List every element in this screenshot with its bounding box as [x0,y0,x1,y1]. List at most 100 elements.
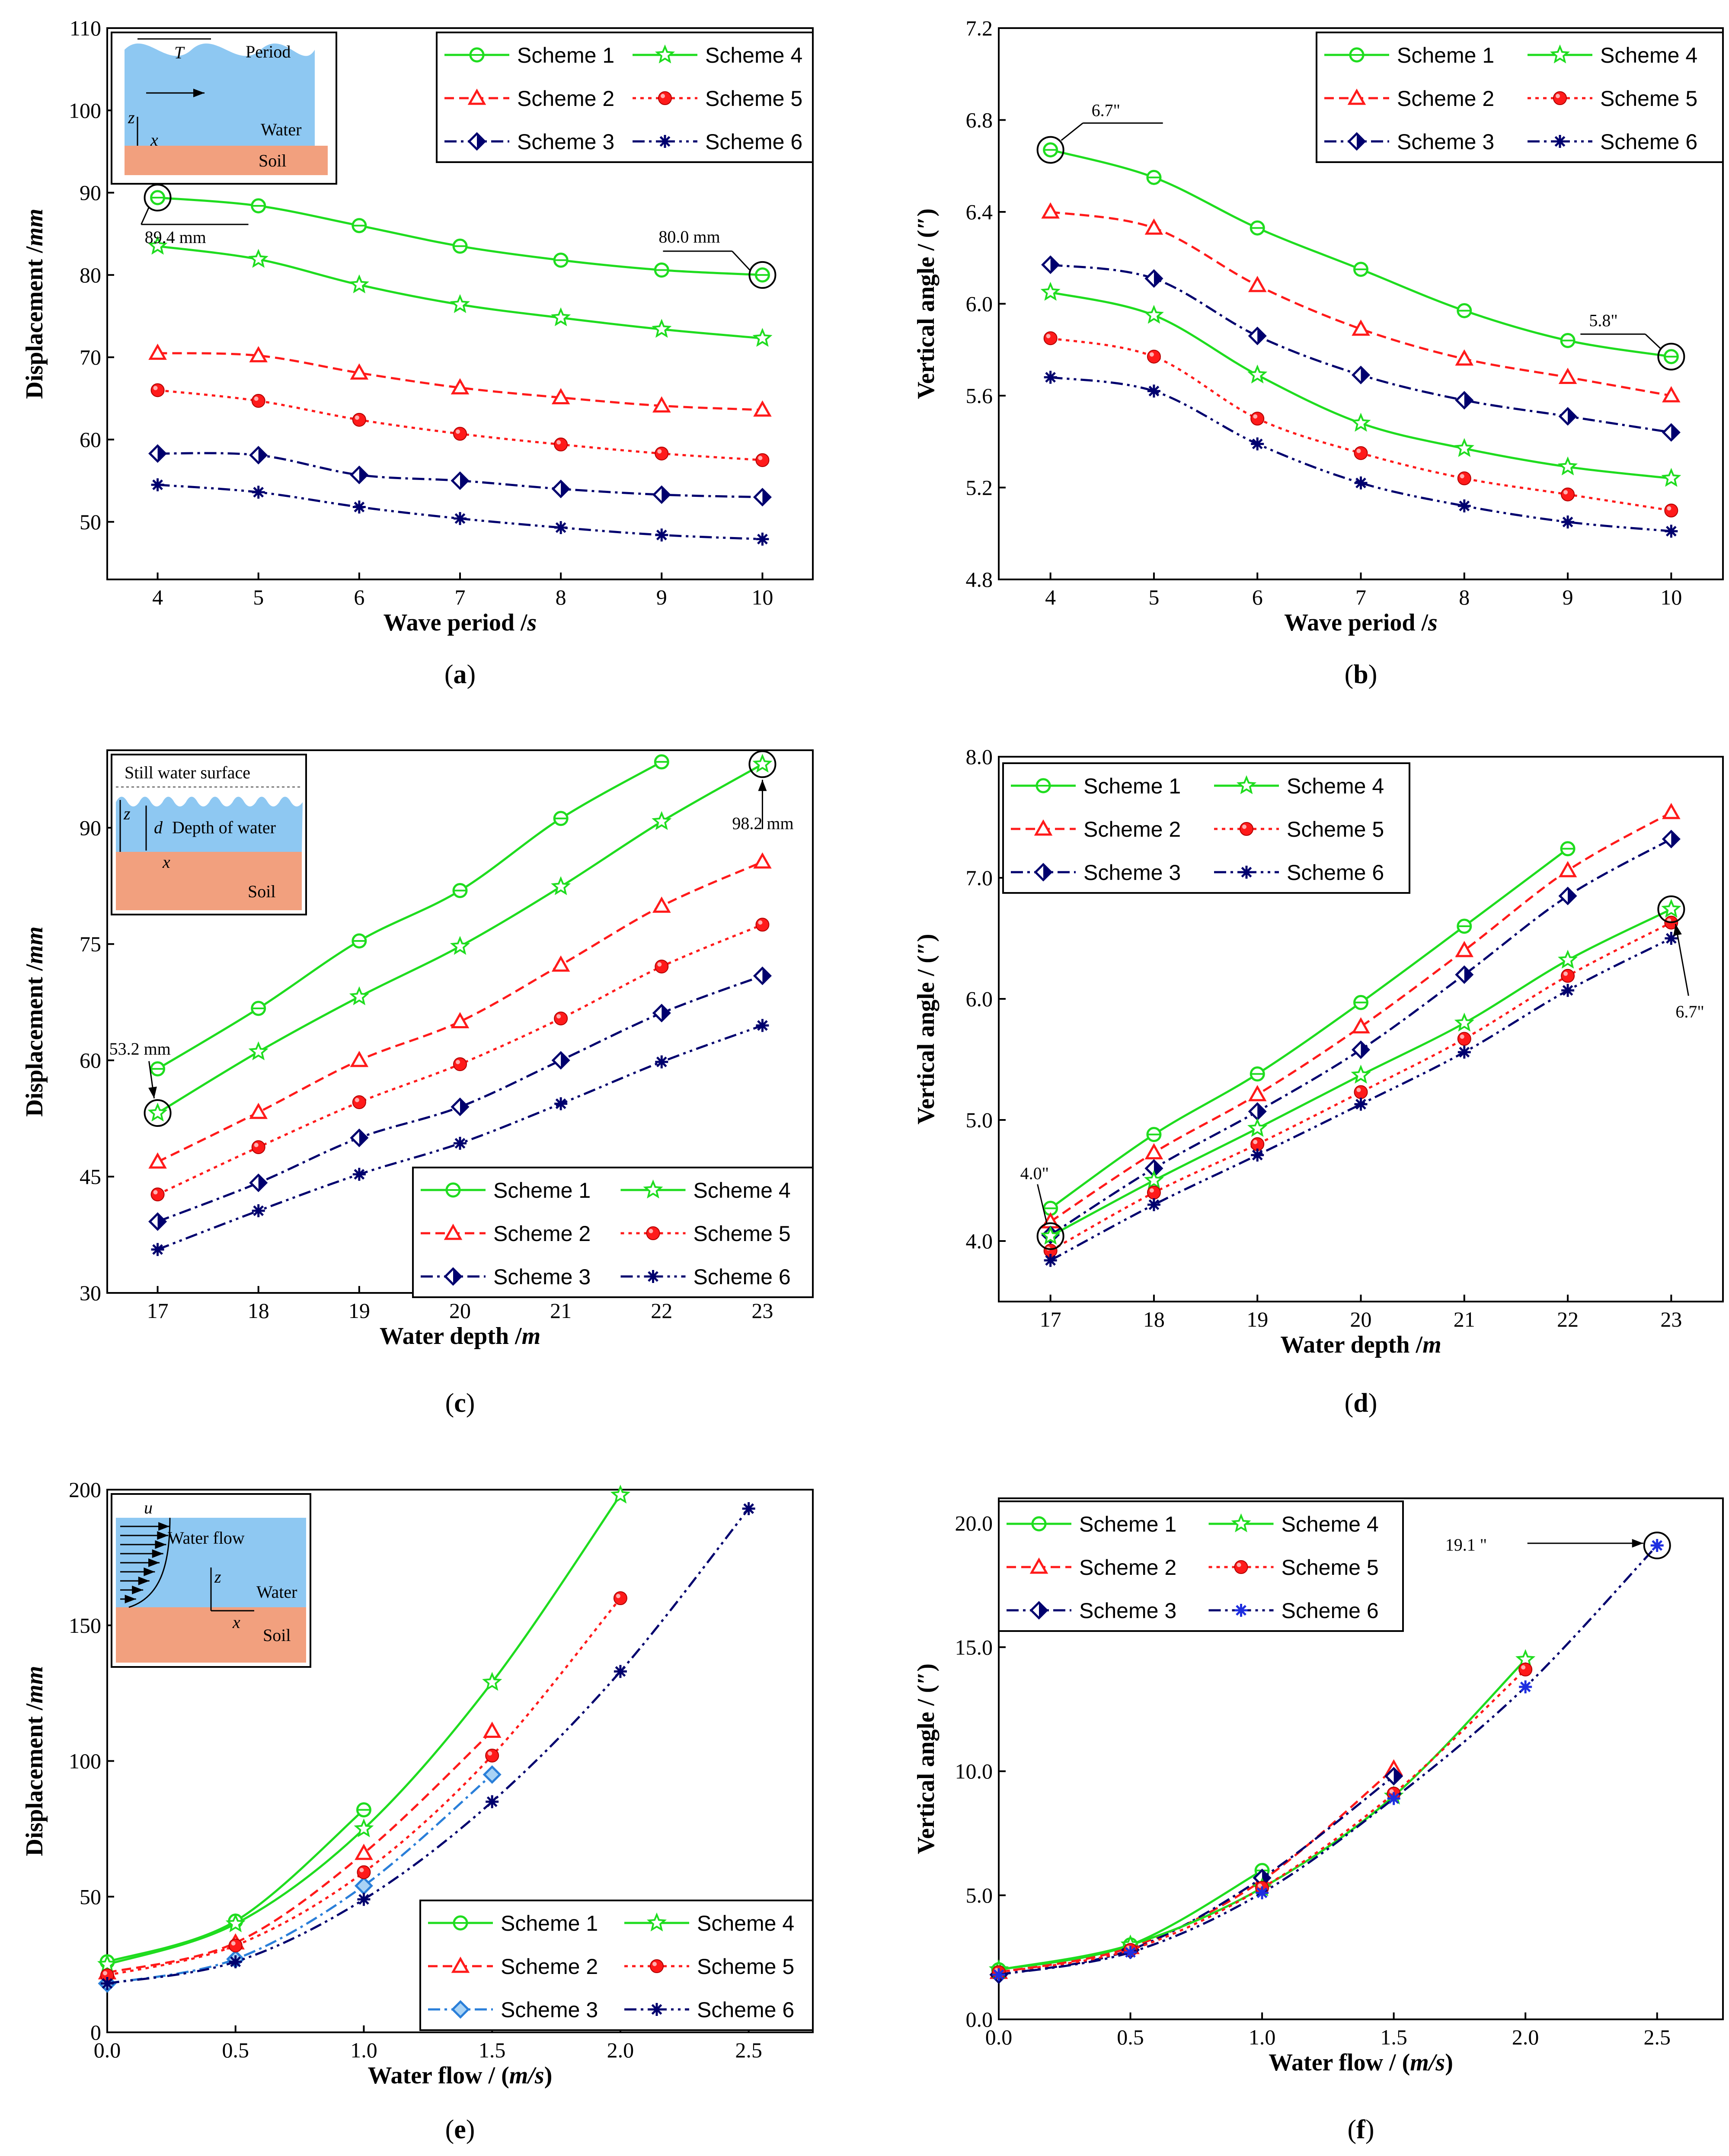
marker-ball-shine [1237,1563,1241,1567]
marker-star [1454,438,1474,457]
marker-asterisk-stroke [656,1056,667,1068]
series-4 [1040,899,1681,1245]
marker-triangle [551,955,570,972]
legend-label: Scheme 5 [1282,1555,1379,1580]
marker-star [652,319,672,338]
legend-label: Scheme 6 [1282,1599,1379,1623]
marker-triangle [444,1223,463,1240]
series-4 [988,1649,1536,1978]
y-tick-label: 110 [70,16,101,40]
series-line [107,1494,621,1966]
legend-item: Scheme 2 [1011,817,1181,841]
legend-label: Scheme 3 [1397,130,1494,154]
panel-label-letter: e [454,2115,466,2144]
marker-asterisk-stroke [648,1271,658,1282]
annotation-leader [1037,1184,1048,1225]
x-tick-label: 5 [1148,585,1159,609]
legend-label: Scheme 5 [694,1222,791,1246]
legend-label: Scheme 4 [1287,774,1384,798]
inset-text-d: d [154,818,163,837]
marker-asterisk-stroke [1520,1681,1531,1692]
series-5 [150,383,770,467]
x-axis-title: Water flow / (m/s) [368,2062,553,2089]
marker-ball-shine [616,1594,620,1598]
legend: Scheme 1 Scheme 4 Scheme 2 Scheme 5 Scheme 3… [419,1900,814,2031]
marker-triangle [551,388,570,404]
y-tick-label: 150 [69,1613,101,1638]
marker-star [349,274,369,294]
marker-diamond [483,1765,502,1784]
marker-asterisk-stroke [230,1956,241,1967]
y-tick-label: 100 [69,98,101,122]
annotation-arrowhead [138,1577,150,1585]
inset-text-water: Water [256,1582,297,1602]
series-3 [989,1767,1403,1984]
series-2 [989,1759,1403,1979]
y-axis-title-main: Vertical angle / (″) [913,208,940,399]
marker-asterisk-stroke [651,2004,662,2015]
panel-label-close: ) [1368,1388,1377,1418]
legend-item: Scheme 5 [633,86,802,111]
marker-triangle [1248,275,1267,292]
marker-ball [1664,503,1678,518]
marker-star [1351,1065,1371,1084]
legend-item: Scheme 1 [1007,1512,1176,1536]
y-axis-title-main: Displacement / [21,246,48,399]
panel-label-close: ) [466,1388,475,1418]
x-tick-label: 1.0 [1249,2025,1276,2049]
marker-star [1144,304,1164,324]
marker-ball [352,413,366,427]
x-tick-label: 19 [348,1299,370,1323]
marker-asterisk-stroke [757,1020,768,1031]
marker-star [248,1041,268,1061]
legend-item: Scheme 1 [1011,774,1181,798]
x-tick-label: 21 [1454,1307,1475,1331]
panel-label: (c) [445,1388,475,1418]
x-tick-label: 0.0 [94,2038,121,2062]
panel-e: 0.0 0.5 1.0 1.5 2.0 2.5 0 50 100 150 200 Water flow… [21,1478,814,2144]
series-line [998,1669,1526,1974]
x-tick-label: 23 [751,1299,773,1323]
marker-diamond-half [1357,134,1365,149]
marker-triangle [451,1012,470,1028]
marker-ball [658,91,672,105]
inset-text-soil: Soil [259,151,286,170]
legend-label: Scheme 3 [1083,860,1181,885]
marker-diamond-half [477,134,485,149]
series-5 [1043,331,1678,518]
marker-ball [1457,1032,1471,1046]
annotation-arrowhead [152,1549,163,1558]
panel-label-letter: d [1353,1388,1368,1418]
x-axis-title: Water flow / (m/s) [1269,2049,1453,2076]
x-axis-title: Water depth /m [380,1323,540,1350]
marker-star [1040,281,1061,301]
y-tick-label: 90 [80,816,101,840]
legend-item: Scheme 4 [1528,43,1697,67]
annotation-arrowhead [148,1558,160,1567]
x-tick-label: 1.0 [350,2038,377,2062]
marker-star [1661,468,1681,487]
y-axis-title-main: Vertical angle / (″) [913,934,940,1125]
marker-asterisk-stroke [757,534,768,545]
y-axis-title: Displacement /mm [21,208,48,399]
x-tick-label: 10 [1660,585,1682,609]
legend-label: Scheme 1 [517,43,614,67]
marker-diamond-half [762,489,770,505]
marker-triangle [1662,386,1681,403]
marker-ball [251,1140,265,1154]
legend-label: Scheme 5 [1600,86,1697,111]
inset-text-x: x [232,1612,240,1632]
marker-ball-shine [231,1941,236,1946]
y-tick-label: 6.4 [966,200,993,224]
series-6 [151,1019,769,1256]
marker-ball [352,1095,366,1109]
marker-ball-shine [661,94,665,98]
y-axis-title: Displacement /mm [21,1666,48,1856]
series-line [157,483,763,541]
series-line [157,389,763,461]
marker-star [655,44,675,64]
x-tick-label: 18 [248,1299,269,1323]
marker-asterisk-stroke [1665,526,1677,537]
marker-ball [1043,331,1058,345]
